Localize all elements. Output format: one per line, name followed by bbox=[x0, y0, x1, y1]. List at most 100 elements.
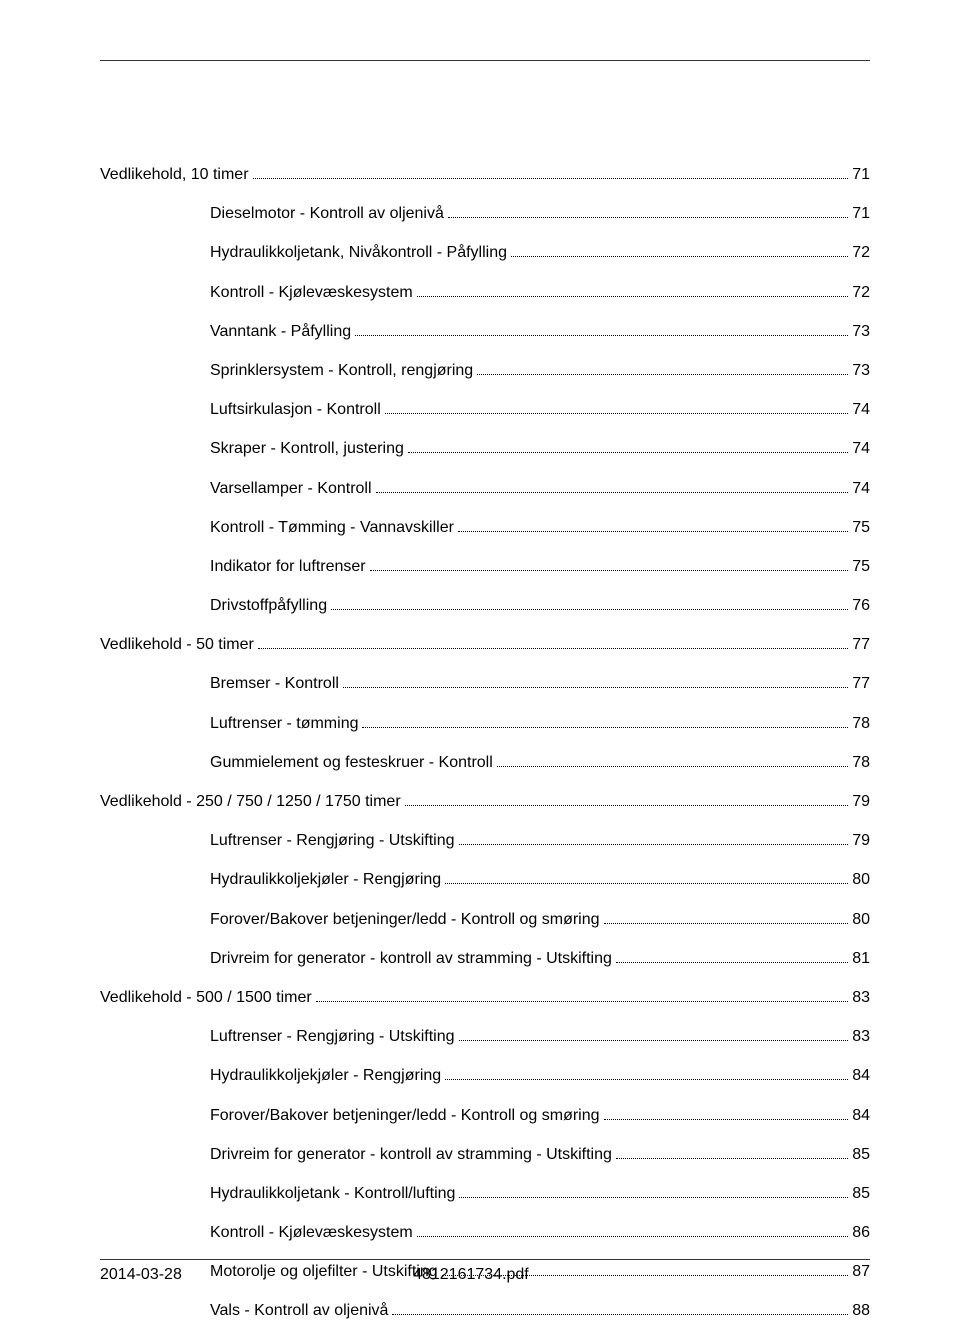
toc-dot-leader bbox=[616, 1143, 848, 1159]
toc-dot-leader bbox=[253, 163, 849, 179]
toc-entry: Vedlikehold, 10 timer71 bbox=[100, 161, 870, 188]
footer-date: 2014-03-28 bbox=[100, 1266, 182, 1284]
toc-entry-page: 78 bbox=[852, 749, 870, 776]
toc-entry-label: Varsellamper - Kontroll bbox=[210, 475, 372, 502]
toc-dot-leader bbox=[331, 594, 848, 610]
toc-entry: Vedlikehold - 250 / 750 / 1250 / 1750 ti… bbox=[100, 788, 870, 815]
toc-entry-page: 72 bbox=[852, 239, 870, 266]
toc-dot-leader bbox=[258, 633, 848, 649]
toc-entry-label: Drivreim for generator - kontroll av str… bbox=[210, 945, 612, 972]
toc-entry-page: 83 bbox=[852, 984, 870, 1011]
toc-dot-leader bbox=[477, 359, 848, 375]
toc-dot-leader bbox=[405, 790, 849, 806]
toc-entry-label: Vedlikehold - 500 / 1500 timer bbox=[100, 984, 312, 1011]
toc-dot-leader bbox=[604, 1104, 849, 1120]
toc-entry-label: Kontroll - Kjølevæskesystem bbox=[210, 279, 413, 306]
toc-entry: Kontroll - Tømming - Vannavskiller75 bbox=[100, 514, 870, 541]
toc-dot-leader bbox=[385, 398, 848, 414]
toc-entry-page: 88 bbox=[852, 1297, 870, 1324]
toc-entry: Vedlikehold - 500 / 1500 timer 83 bbox=[100, 984, 870, 1011]
toc-dot-leader bbox=[362, 712, 848, 728]
toc-entry-label: Luftsirkulasjon - Kontroll bbox=[210, 396, 381, 423]
toc-dot-leader bbox=[316, 986, 849, 1002]
toc-entry: Forover/Bakover betjeninger/ledd - Kontr… bbox=[100, 1102, 870, 1129]
toc-entry-label: Vedlikehold - 50 timer bbox=[100, 631, 254, 658]
toc-entry-label: Vedlikehold - 250 / 750 / 1250 / 1750 ti… bbox=[100, 788, 401, 815]
toc-entry: Vedlikehold - 50 timer 77 bbox=[100, 631, 870, 658]
toc-entry: Gummielement og festeskruer - Kontroll78 bbox=[100, 749, 870, 776]
toc-entry: Drivreim for generator - kontroll av str… bbox=[100, 1141, 870, 1168]
toc-entry: Vanntank - Påfylling 73 bbox=[100, 318, 870, 345]
toc-entry-label: Vanntank - Påfylling bbox=[210, 318, 351, 345]
footer-rule bbox=[100, 1259, 870, 1260]
toc-dot-leader bbox=[497, 751, 848, 767]
toc-entry-label: Luftrenser - tømming bbox=[210, 710, 358, 737]
toc-dot-leader bbox=[355, 320, 848, 336]
toc-entry-label: Kontroll - Kjølevæskesystem bbox=[210, 1219, 413, 1246]
toc-entry-page: 84 bbox=[852, 1062, 870, 1089]
toc-dot-leader bbox=[343, 672, 848, 688]
toc-entry-label: Hydraulikkoljetank - Kontroll/lufting bbox=[210, 1180, 455, 1207]
toc-entry: Hydraulikkoljekjøler - Rengjøring80 bbox=[100, 866, 870, 893]
toc-entry-page: 81 bbox=[852, 945, 870, 972]
toc-entry-page: 80 bbox=[852, 906, 870, 933]
toc-dot-leader bbox=[417, 281, 848, 297]
toc-entry-page: 73 bbox=[852, 318, 870, 345]
toc-entry-label: Luftrenser - Rengjøring - Utskifting bbox=[210, 1023, 455, 1050]
toc-dot-leader bbox=[448, 202, 848, 218]
toc-entry-page: 74 bbox=[852, 396, 870, 423]
toc-entry: Indikator for luftrenser75 bbox=[100, 553, 870, 580]
toc-entry-page: 72 bbox=[852, 279, 870, 306]
toc-entry-label: Kontroll - Tømming - Vannavskiller bbox=[210, 514, 454, 541]
page-footer: 2014-03-28 4812161734.pdf bbox=[100, 1259, 870, 1284]
toc-dot-leader bbox=[459, 1025, 849, 1041]
toc-entry-page: 83 bbox=[852, 1023, 870, 1050]
toc-entry-page: 73 bbox=[852, 357, 870, 384]
footer-document-name: 4812161734.pdf bbox=[182, 1266, 870, 1284]
toc-entry: Luftrenser - tømming78 bbox=[100, 710, 870, 737]
toc-entry: Drivreim for generator - kontroll av str… bbox=[100, 945, 870, 972]
toc-entry: Hydraulikkoljetank - Kontroll/lufting 85 bbox=[100, 1180, 870, 1207]
toc-entry-label: Skraper - Kontroll, justering bbox=[210, 435, 404, 462]
toc-entry-label: Drivreim for generator - kontroll av str… bbox=[210, 1141, 612, 1168]
toc-entry: Vals - Kontroll av oljenivå 88 bbox=[100, 1297, 870, 1324]
toc-entry-label: Indikator for luftrenser bbox=[210, 553, 366, 580]
toc-entry-page: 79 bbox=[852, 788, 870, 815]
toc-entry: Hydraulikkoljetank, Nivåkontroll - Påfyl… bbox=[100, 239, 870, 266]
toc-entry: Dieselmotor - Kontroll av oljenivå71 bbox=[100, 200, 870, 227]
toc-dot-leader bbox=[445, 868, 848, 884]
toc-dot-leader bbox=[408, 437, 848, 453]
toc-entry: Bremser - Kontroll77 bbox=[100, 670, 870, 697]
toc-entry-page: 85 bbox=[852, 1141, 870, 1168]
toc-entry: Forover/Bakover betjeninger/ledd - Kontr… bbox=[100, 906, 870, 933]
toc-entry-label: Forover/Bakover betjeninger/ledd - Kontr… bbox=[210, 906, 600, 933]
toc-dot-leader bbox=[392, 1299, 848, 1315]
document-page: Vedlikehold, 10 timer71 Dieselmotor - Kon… bbox=[0, 0, 960, 1329]
toc-entry: Luftsirkulasjon - Kontroll 74 bbox=[100, 396, 870, 423]
toc-entry-label: Vedlikehold, 10 timer bbox=[100, 161, 249, 188]
toc-entry-label: Drivstoffpåfylling bbox=[210, 592, 327, 619]
toc-entry-page: 77 bbox=[852, 670, 870, 697]
toc-dot-leader bbox=[459, 829, 849, 845]
toc-entry: Sprinklersystem - Kontroll, rengjøring73 bbox=[100, 357, 870, 384]
toc-entry: Kontroll - Kjølevæskesystem 72 bbox=[100, 279, 870, 306]
toc-dot-leader bbox=[458, 516, 848, 532]
toc-dot-leader bbox=[417, 1221, 848, 1237]
toc-dot-leader bbox=[616, 947, 848, 963]
toc-dot-leader bbox=[511, 241, 848, 257]
toc-entry-page: 80 bbox=[852, 866, 870, 893]
toc-dot-leader bbox=[370, 555, 849, 571]
toc-entry-label: Vals - Kontroll av oljenivå bbox=[210, 1297, 388, 1324]
toc-dot-leader bbox=[376, 477, 849, 493]
toc-entry-label: Dieselmotor - Kontroll av oljenivå bbox=[210, 200, 444, 227]
toc-entry: Luftrenser - Rengjøring - Utskifting 83 bbox=[100, 1023, 870, 1050]
toc-entry-page: 74 bbox=[852, 435, 870, 462]
footer-row: 2014-03-28 4812161734.pdf bbox=[100, 1266, 870, 1284]
toc-entry-page: 85 bbox=[852, 1180, 870, 1207]
toc-entry-page: 77 bbox=[852, 631, 870, 658]
toc-dot-leader bbox=[459, 1182, 848, 1198]
top-rule bbox=[100, 60, 870, 61]
toc-entry-page: 76 bbox=[852, 592, 870, 619]
toc-dot-leader bbox=[604, 908, 849, 924]
toc-entry-page: 86 bbox=[852, 1219, 870, 1246]
